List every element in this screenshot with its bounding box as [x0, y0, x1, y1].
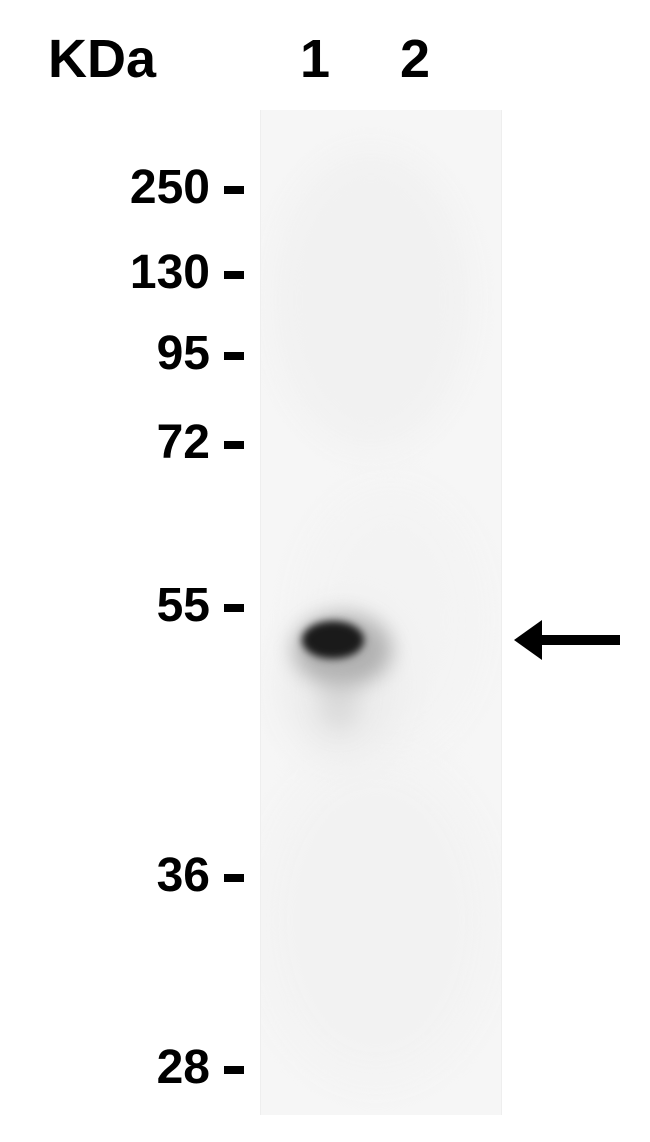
band-tail — [319, 670, 359, 730]
mw-tick-250 — [224, 186, 244, 194]
western-blot-figure: KDa 1 2 250 130 95 72 55 36 28 — [0, 0, 650, 1142]
mw-tick-55 — [224, 604, 244, 612]
membrane-grain — [261, 760, 491, 1080]
mw-label-130: 130 — [130, 245, 210, 300]
unit-label: KDa — [48, 28, 156, 90]
blot-membrane — [260, 110, 502, 1115]
mw-label-55: 55 — [157, 578, 210, 633]
mw-label-250: 250 — [130, 160, 210, 215]
mw-label-36: 36 — [157, 848, 210, 903]
lane-1-label: 1 — [300, 28, 330, 90]
mw-label-95: 95 — [157, 326, 210, 381]
arrow-head-icon — [514, 620, 542, 660]
mw-tick-130 — [224, 271, 244, 279]
mw-label-72: 72 — [157, 415, 210, 470]
arrow-shaft — [542, 635, 620, 645]
band-indicator-arrow — [514, 620, 620, 660]
mw-tick-95 — [224, 352, 244, 360]
lane-2-label: 2 — [400, 28, 430, 90]
mw-tick-72 — [224, 441, 244, 449]
mw-label-28: 28 — [157, 1040, 210, 1095]
mw-tick-36 — [224, 874, 244, 882]
mw-tick-28 — [224, 1066, 244, 1074]
membrane-grain — [271, 150, 471, 450]
protein-band-lane1 — [302, 621, 364, 659]
